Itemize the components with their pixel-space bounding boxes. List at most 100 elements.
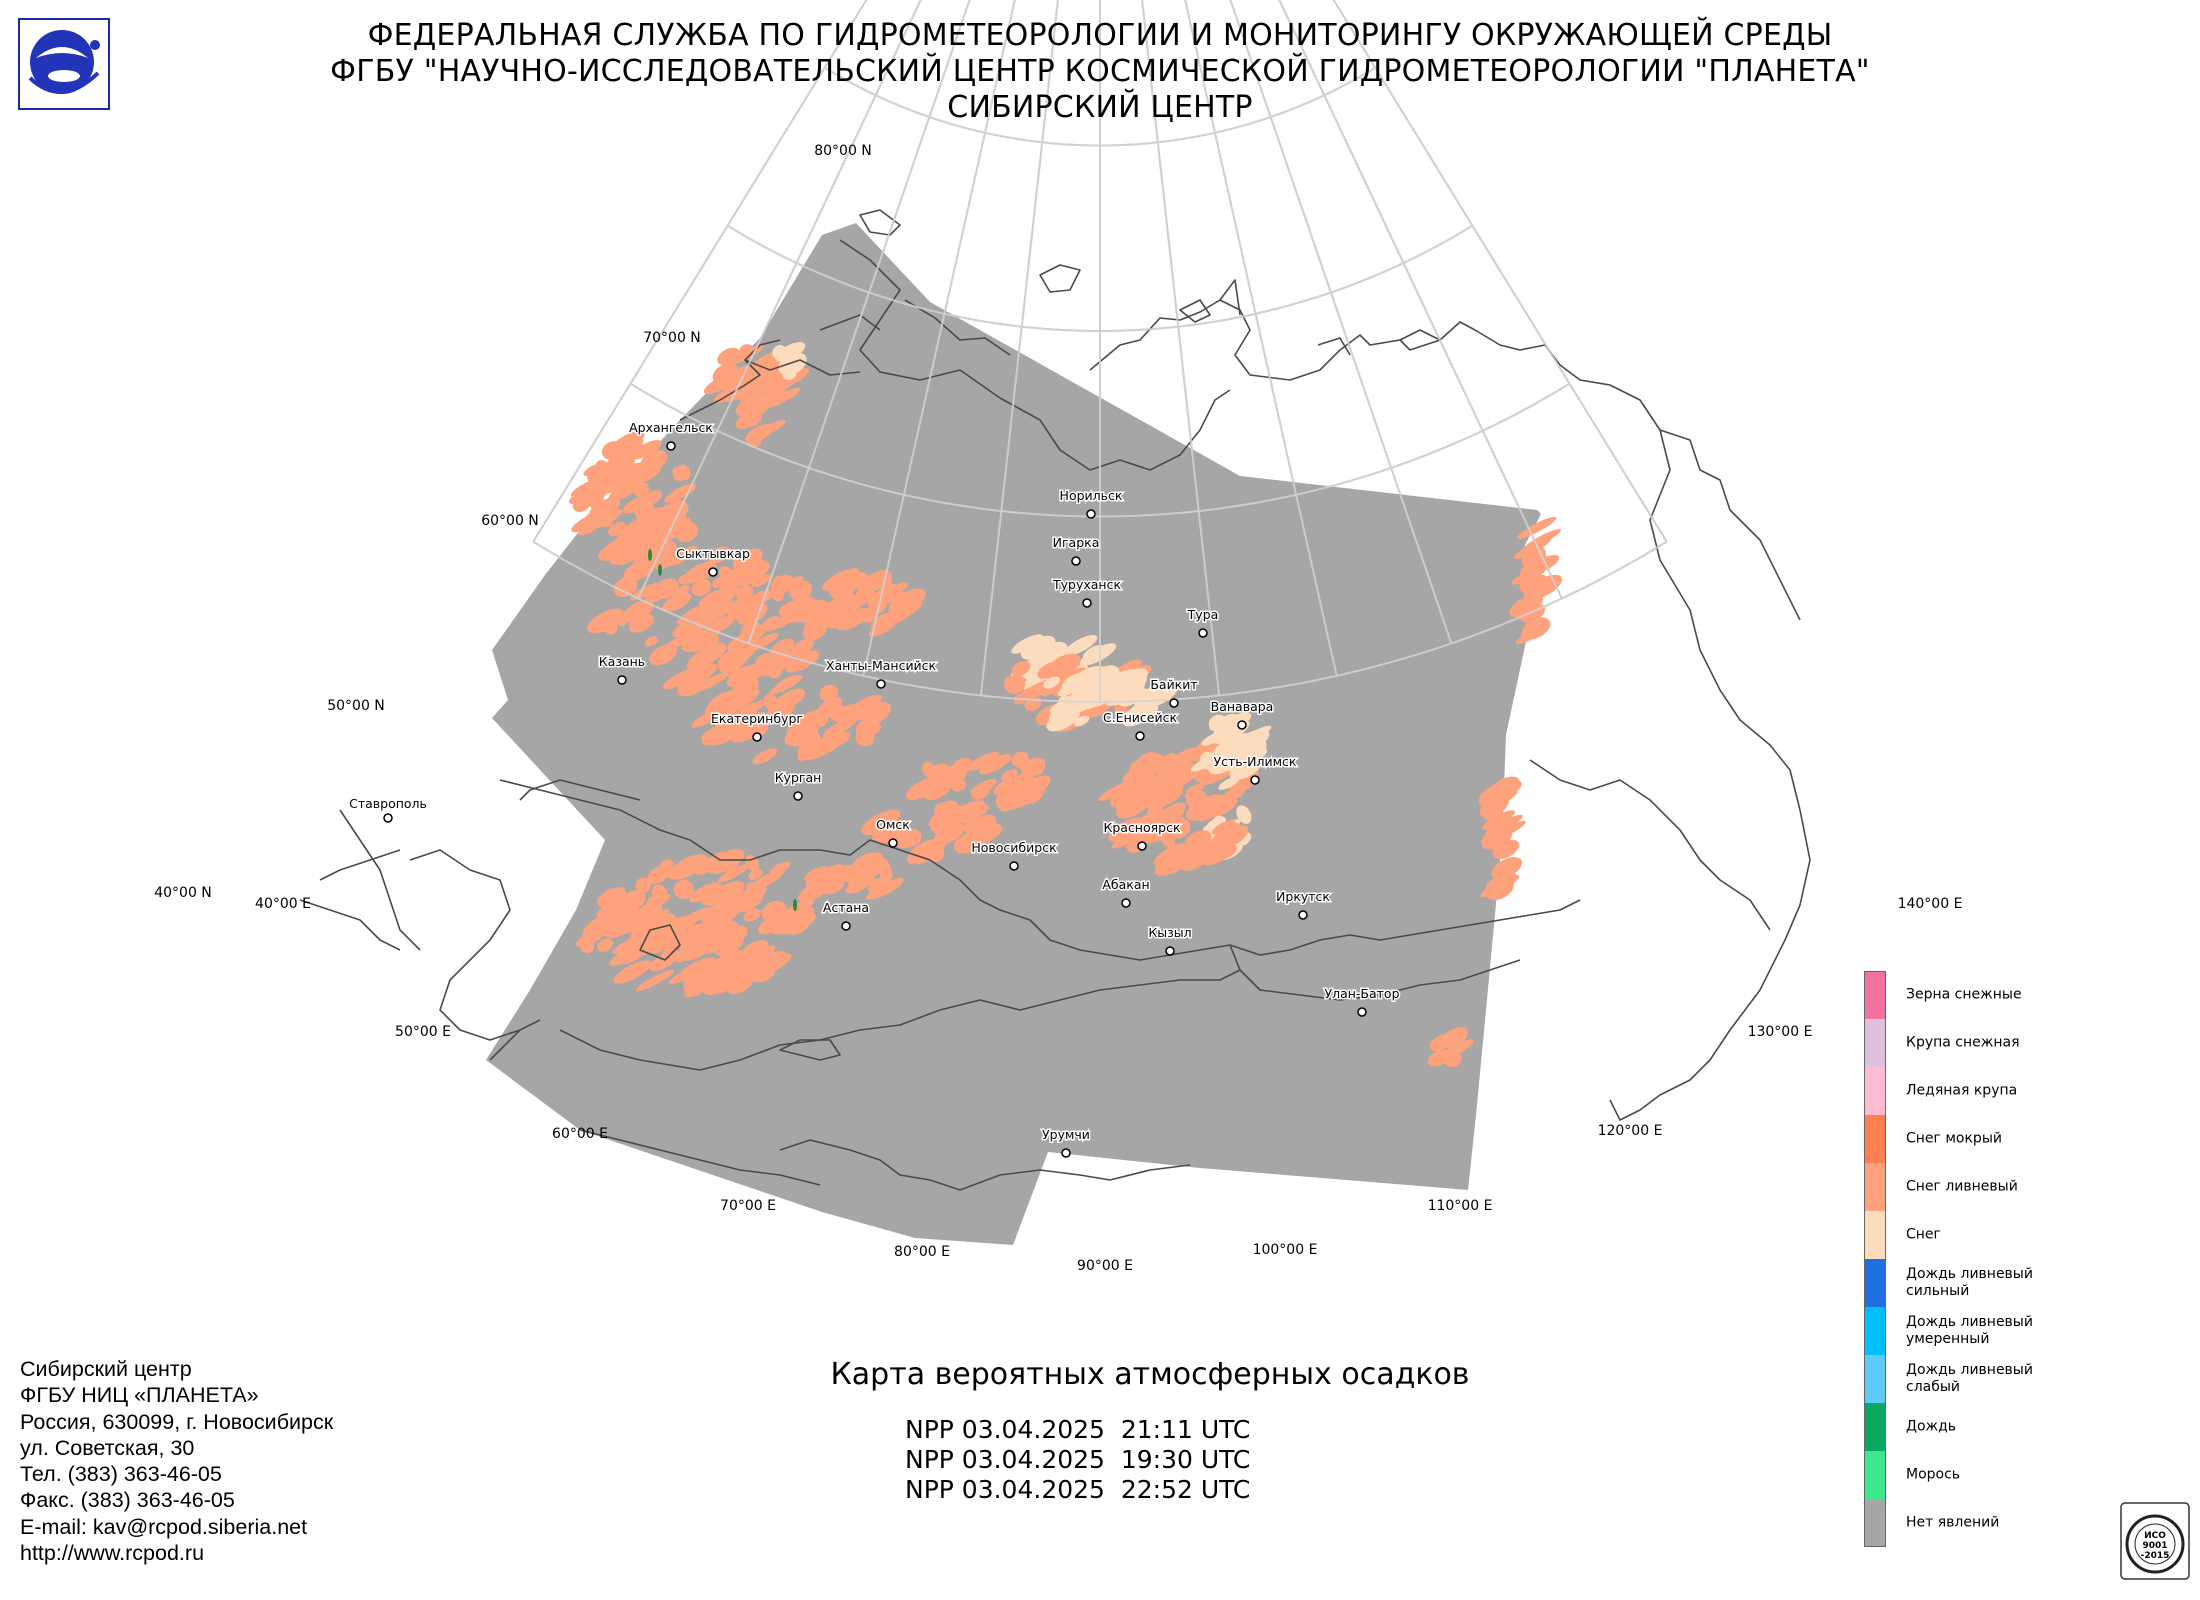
precip-patch [662,915,693,937]
legend-label: Крупа снежная [1906,1034,2020,1051]
precip-patch [1011,660,1031,677]
precip-patch [775,342,806,362]
precip-patch [1074,715,1090,727]
precip-patch [1153,848,1180,865]
precip-patch [1021,757,1046,777]
precip-patch [1154,850,1193,876]
legend-swatch [1864,1115,1886,1163]
precip-patch [628,526,654,545]
meridian-70-overlay [862,0,1016,677]
precip-patch [740,620,763,642]
city-label: Казань [599,654,645,669]
legend-swatch [1864,1307,1886,1355]
precip-patch [1159,762,1178,776]
precip-patch [1011,751,1029,768]
city-marker [1121,898,1131,908]
city-marker [1357,1007,1367,1017]
precip-patch [1119,699,1159,723]
precip-patch [613,960,652,984]
city-15: Ванавара [1209,698,1275,730]
city-0: Архангельск [628,419,715,451]
precip-patch [589,497,621,519]
precip-patch [1529,554,1560,574]
precip-patch [656,501,687,525]
precip-patch [659,859,674,871]
precip-patch [723,947,752,965]
precip-patch [861,809,901,835]
lat-label: 50°00 N [327,698,385,714]
city-label: Новосибирск [971,840,1057,855]
city-label: Туруханск [1052,577,1121,592]
legend-swatch [1864,1403,1886,1451]
precip-patch [852,572,871,591]
iso-text-1: ИСО [2144,1531,2166,1541]
precip-patch [1168,747,1198,766]
precip-patch [878,864,893,882]
legend-item: Дождь ливневый сильный [1864,1259,2164,1307]
meridian-130-overlay [1278,0,1563,599]
precip-patch [1487,808,1504,826]
precip-patch [1218,776,1240,790]
precip-patch [635,909,670,929]
precip-patch [1231,753,1264,772]
precip-patch [967,751,999,771]
map-title: Карта вероятных атмосферных осадков [830,1357,1470,1392]
precip-patch [1160,830,1175,849]
satellite-pass: NPP 03.04.2025 19:30 UTC [905,1445,1251,1474]
legend-label: Ледяная крупа [1906,1082,2018,1099]
header-line-3: СИБИРСКИЙ ЦЕНТР [947,90,1253,125]
precip-patch [770,909,810,935]
precip-patch [1048,710,1063,724]
precip-patch [960,822,999,847]
precip-patch [769,861,791,876]
precip-patch [1098,779,1136,801]
city-label: Улан-Батор [1324,986,1399,1001]
city-12: Туруханск [1050,576,1123,608]
meridian-60-overlay [747,0,971,644]
precip-patch [1105,681,1145,706]
precip-patch [1209,713,1237,731]
city-label: Екатеринбург [711,711,803,726]
precip-patch [789,639,814,657]
precip-patch [790,708,828,733]
precip-patch [1216,751,1251,773]
precip-patch [1509,594,1544,618]
precip-patch [634,465,651,478]
precip-patch [806,866,844,893]
meridian-80-overlay [979,0,1059,696]
grid-labels: 80°00 N 70°00 N 60°00 N 50°00 N 40°00 N 40°00… [154,143,1962,1274]
precip-patch [688,663,718,683]
precip-patch [1153,814,1176,832]
precip-patch [1136,752,1158,769]
legend-label: Дождь ливневый слабый [1906,1362,2033,1395]
precip-patch [622,600,654,623]
precip-patch [732,548,763,571]
precip-patch [928,806,960,829]
precip-patch [582,913,620,939]
precip-patch [623,557,658,582]
precip-patch [1037,662,1061,679]
city-label: Игарка [1053,535,1100,550]
city-marker [1137,841,1147,851]
city-22: Улан-Батор [1323,985,1401,1017]
city-marker [1165,946,1175,956]
precip-patch [837,590,876,614]
legend-item: Ледяная крупа [1864,1067,2164,1115]
precip-patch [601,441,623,460]
city-marker [1169,698,1179,708]
precip-patch [785,650,820,673]
precip-patch [688,642,727,668]
legend-label: Снег [1906,1226,1941,1243]
precip-patch [827,731,851,748]
precip-patch [635,969,675,992]
precip-patch [763,693,779,711]
precip-patch [691,579,712,597]
precip-patch [1163,762,1199,789]
precip-patch [1142,773,1167,790]
city-marker [617,675,627,685]
precip-patch [1135,760,1163,779]
city-marker [1009,861,1019,871]
precip-patch [712,576,729,589]
precip-patch [695,672,729,692]
